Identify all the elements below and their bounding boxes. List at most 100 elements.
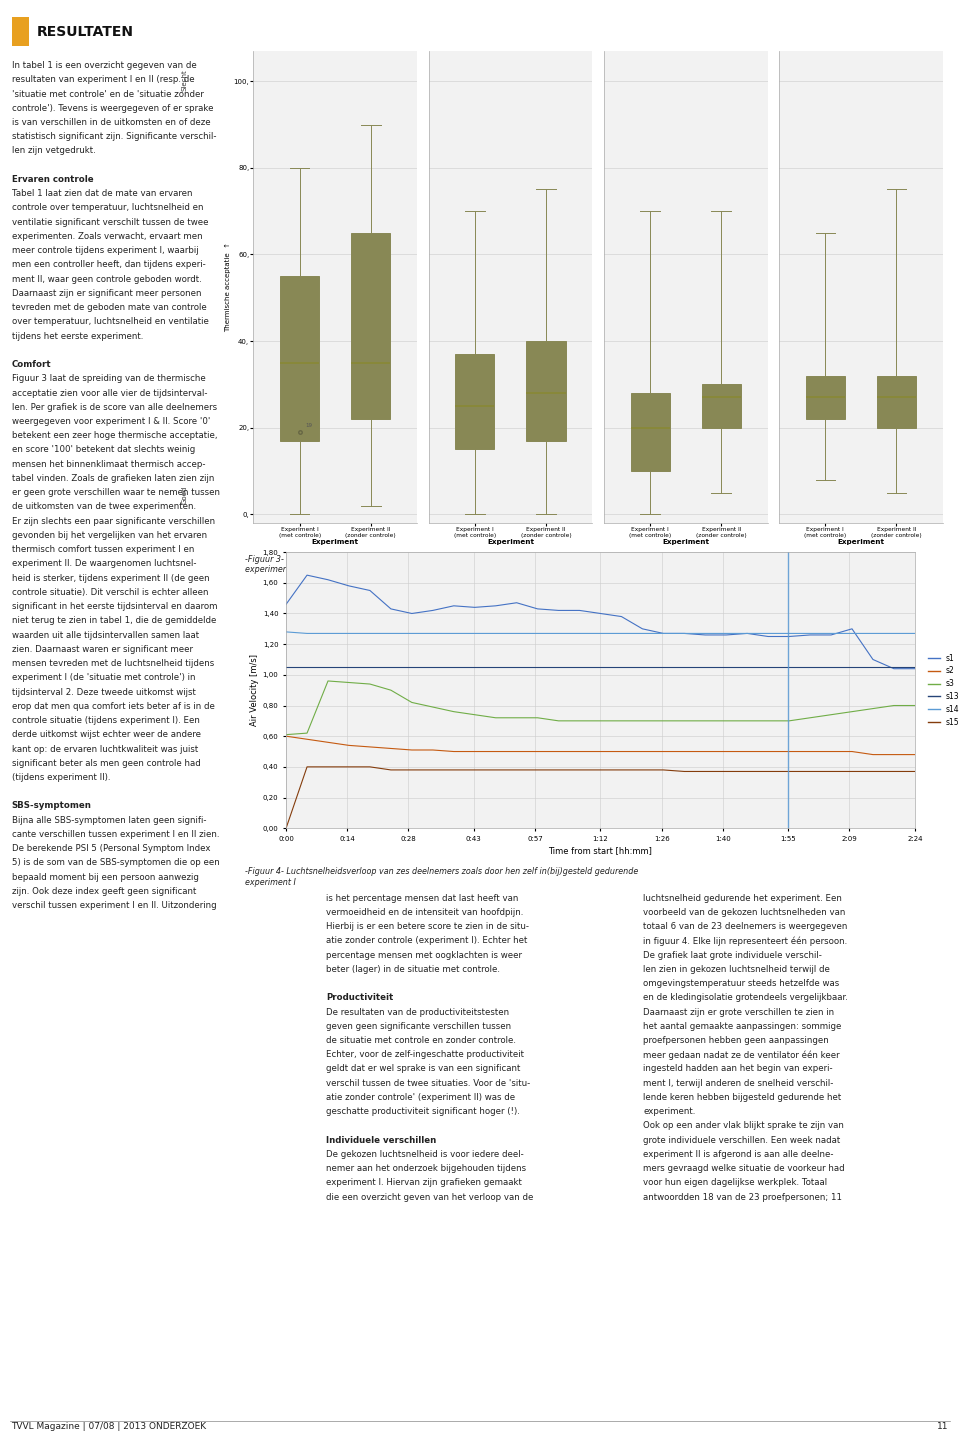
Text: SBS-symptomen: SBS-symptomen — [12, 802, 91, 811]
Text: De berekende PSI 5 (Personal Symptom Index: De berekende PSI 5 (Personal Symptom Ind… — [12, 844, 210, 853]
s2 — [636, 742, 648, 760]
s3 — [615, 712, 627, 729]
Text: is van verschillen in de uitkomsten en of deze: is van verschillen in de uitkomsten en o… — [12, 118, 210, 126]
s1 — [385, 600, 396, 618]
Text: ment II, waar geen controle geboden wordt.: ment II, waar geen controle geboden word… — [12, 275, 202, 283]
s14 — [364, 625, 375, 642]
s14 — [679, 625, 690, 642]
s2 — [406, 741, 418, 758]
Text: controle'). Tevens is weergegeven of er sprake: controle'). Tevens is weergegeven of er … — [12, 103, 213, 113]
s13 — [448, 658, 460, 676]
PathPatch shape — [805, 376, 845, 418]
Text: statistisch significant zijn. Significante verschil-: statistisch significant zijn. Significan… — [12, 132, 216, 141]
s2 — [301, 731, 313, 748]
s13 — [511, 658, 522, 676]
Text: meer controle tijdens experiment I, waarbij: meer controle tijdens experiment I, waar… — [12, 246, 198, 256]
s13 — [888, 658, 900, 676]
Line: s1: s1 — [286, 575, 915, 668]
Text: thermisch comfort tussen experiment I en: thermisch comfort tussen experiment I en — [12, 545, 194, 554]
s2 — [511, 742, 522, 760]
s2 — [553, 742, 564, 760]
Text: (tijdens experiment II).: (tijdens experiment II). — [12, 773, 110, 782]
Text: Tijdsinterval 1: Tijdsinterval 1 — [300, 665, 370, 674]
s2 — [532, 742, 543, 760]
s15 — [532, 761, 543, 779]
Text: experiment II is afgerond is aan alle deelne-: experiment II is afgerond is aan alle de… — [643, 1149, 833, 1159]
Text: betekent een zeer hoge thermische acceptatie,: betekent een zeer hoge thermische accept… — [12, 432, 217, 440]
Text: Hierbij is er een betere score te zien in de situ-: Hierbij is er een betere score te zien i… — [326, 923, 529, 931]
s2 — [658, 742, 669, 760]
Text: mers gevraagd welke situatie de voorkeur had: mers gevraagd welke situatie de voorkeur… — [643, 1164, 845, 1173]
Text: over temperatuur, luchtsnelheid en ventilatie: over temperatuur, luchtsnelheid en venti… — [12, 317, 208, 327]
s2 — [468, 742, 480, 760]
s15 — [909, 763, 921, 780]
s2 — [762, 742, 774, 760]
s1 — [804, 626, 816, 644]
s15 — [280, 819, 292, 837]
s14 — [783, 625, 795, 642]
s3 — [867, 700, 878, 718]
Text: voor hun eigen dagelijkse werkplek. Totaal: voor hun eigen dagelijkse werkplek. Tota… — [643, 1178, 828, 1187]
Text: 'situatie met controle' en de 'situatie zonder: 'situatie met controle' en de 'situatie … — [12, 90, 204, 99]
X-axis label: Experiment: Experiment — [487, 539, 534, 545]
s2 — [615, 742, 627, 760]
Text: RESULTATEN: RESULTATEN — [36, 25, 133, 39]
Text: controle situatie). Dit verschil is echter alleen: controle situatie). Dit verschil is echt… — [12, 588, 208, 597]
s14 — [490, 625, 501, 642]
s15 — [867, 763, 878, 780]
s14 — [427, 625, 439, 642]
s1 — [826, 626, 837, 644]
s13 — [658, 658, 669, 676]
Text: ventilatie significant verschilt tussen de twee: ventilatie significant verschilt tussen … — [12, 218, 208, 227]
s3 — [448, 703, 460, 721]
Text: ment I, terwijl anderen de snelheid verschil-: ment I, terwijl anderen de snelheid vers… — [643, 1078, 833, 1088]
Text: -Figuur 3- Grafieken thermische acceptatie tijdens elke tijdsinterval voor exper: -Figuur 3- Grafieken thermische acceptat… — [245, 555, 658, 574]
Text: tevreden met de geboden mate van controle: tevreden met de geboden mate van control… — [12, 304, 206, 312]
Text: die een overzicht geven van het verloop van de: die een overzicht geven van het verloop … — [326, 1193, 534, 1202]
Text: grote individuele verschillen. Een week nadat: grote individuele verschillen. Een week … — [643, 1136, 840, 1145]
Legend: s1, s2, s3, s13, s14, s15: s1, s2, s3, s13, s14, s15 — [925, 651, 960, 729]
s14 — [553, 625, 564, 642]
s14 — [301, 625, 313, 642]
s15 — [574, 761, 586, 779]
s1 — [427, 602, 439, 619]
s14 — [636, 625, 648, 642]
s13 — [468, 658, 480, 676]
Text: weergegeven voor experiment I & II. Score '0': weergegeven voor experiment I & II. Scor… — [12, 417, 210, 426]
s1 — [658, 625, 669, 642]
Text: de situatie met controle en zonder controle.: de situatie met controle en zonder contr… — [326, 1036, 516, 1045]
s14 — [826, 625, 837, 642]
s3 — [762, 712, 774, 729]
s14 — [804, 625, 816, 642]
s13 — [804, 658, 816, 676]
s15 — [406, 761, 418, 779]
Line: s14: s14 — [286, 632, 915, 634]
Text: Productiviteit: Productiviteit — [326, 994, 394, 1003]
s13 — [323, 658, 334, 676]
Text: mensen het binnenklimaat thermisch accep-: mensen het binnenklimaat thermisch accep… — [12, 459, 205, 469]
s1 — [511, 594, 522, 612]
Text: 11: 11 — [937, 1422, 948, 1431]
s14 — [468, 625, 480, 642]
s2 — [344, 737, 355, 754]
Text: Slecht: Slecht — [181, 70, 188, 92]
Text: Figuur 3 laat de spreiding van de thermische: Figuur 3 laat de spreiding van de thermi… — [12, 375, 205, 384]
s13 — [490, 658, 501, 676]
s15 — [385, 761, 396, 779]
s14 — [658, 625, 669, 642]
Text: derde uitkomst wijst echter weer de andere: derde uitkomst wijst echter weer de ande… — [12, 731, 201, 740]
s14 — [574, 625, 586, 642]
Text: totaal 6 van de 23 deelnemers is weergegeven: totaal 6 van de 23 deelnemers is weergeg… — [643, 923, 848, 931]
s14 — [762, 625, 774, 642]
s14 — [323, 625, 334, 642]
s14 — [888, 625, 900, 642]
s1 — [700, 626, 711, 644]
Text: experiment.: experiment. — [643, 1107, 696, 1116]
s2 — [427, 741, 439, 758]
s3 — [323, 673, 334, 690]
Text: heid is sterker, tijdens experiment II (de geen: heid is sterker, tijdens experiment II (… — [12, 574, 209, 583]
s3 — [385, 681, 396, 699]
Text: Comfort: Comfort — [12, 360, 51, 369]
s14 — [280, 623, 292, 641]
Text: er geen grote verschillen waar te nemen tussen: er geen grote verschillen waar te nemen … — [12, 488, 220, 497]
